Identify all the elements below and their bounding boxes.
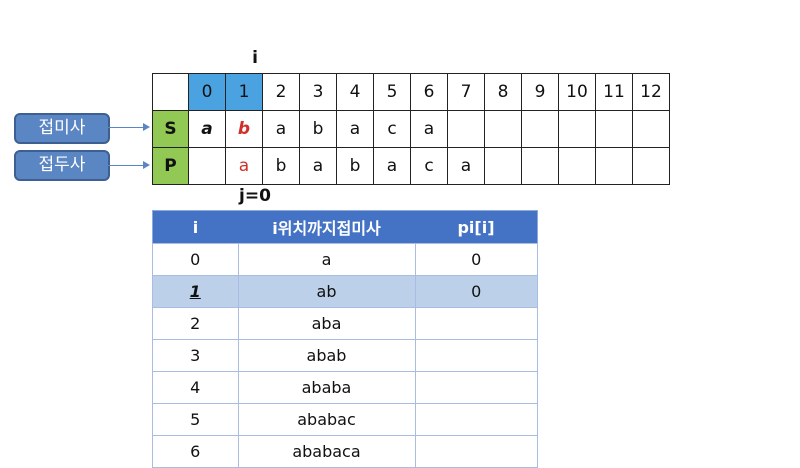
char-cell xyxy=(595,147,633,185)
index-cell: 1 xyxy=(152,275,239,308)
index-cell: 10 xyxy=(558,73,596,111)
char-cell xyxy=(558,110,596,148)
char-cell: a xyxy=(188,110,226,148)
index-cell: 1 xyxy=(225,73,263,111)
pi-cell xyxy=(414,435,538,468)
row-key-s: S xyxy=(152,110,189,148)
index-cell: 2 xyxy=(152,307,239,340)
suffix-arrow xyxy=(108,123,150,131)
pi-cell xyxy=(414,339,538,372)
index-cell: 12 xyxy=(632,73,670,111)
index-cell: 0 xyxy=(152,243,239,276)
suffix-cell: ababa xyxy=(237,371,416,404)
suffix-cell: aba xyxy=(237,307,416,340)
index-cell: 6 xyxy=(410,73,448,111)
char-cell xyxy=(632,147,670,185)
char-cell xyxy=(521,147,559,185)
index-cell: 4 xyxy=(152,371,239,404)
pi-cell: 0 xyxy=(414,243,538,276)
suffix-cell: a xyxy=(237,243,416,276)
col-header-i: i xyxy=(152,210,238,244)
index-cell: 5 xyxy=(373,73,411,111)
char-cell: b xyxy=(336,147,374,185)
char-cell: c xyxy=(373,110,411,148)
index-cell: 11 xyxy=(595,73,633,111)
table-row: 1 ab 0 xyxy=(152,275,538,308)
index-cell: 0 xyxy=(188,73,226,111)
suffix-cell: ab xyxy=(237,275,416,308)
table-row: 2 aba xyxy=(152,307,538,340)
char-cell xyxy=(595,110,633,148)
corner-cell xyxy=(152,73,189,111)
char-cell: a xyxy=(336,110,374,148)
col-header-suffix: i위치까지접미사 xyxy=(238,210,415,244)
char-cell: a xyxy=(299,147,337,185)
table-row: 4 ababa xyxy=(152,371,538,404)
suffix-cell: abab xyxy=(237,339,416,372)
i-pointer-label: i xyxy=(252,48,258,68)
prefix-box: 접두사 xyxy=(14,150,110,181)
char-cell xyxy=(484,110,522,148)
table-row: 3 abab xyxy=(152,339,538,372)
index-cell: 8 xyxy=(484,73,522,111)
index-cell: 3 xyxy=(299,73,337,111)
index-cell: 5 xyxy=(152,403,239,436)
pi-cell xyxy=(414,307,538,340)
char-cell: a xyxy=(225,147,263,185)
suffix-cell: ababac xyxy=(237,403,416,436)
char-cell: b xyxy=(225,110,263,148)
col-header-pi: pi[i] xyxy=(415,210,538,244)
suffix-box: 접미사 xyxy=(14,113,110,144)
char-cell: b xyxy=(262,147,300,185)
char-cell xyxy=(521,110,559,148)
char-cell: c xyxy=(410,147,448,185)
char-cell xyxy=(632,110,670,148)
char-cell: a xyxy=(262,110,300,148)
index-cell: 7 xyxy=(447,73,485,111)
char-cell xyxy=(558,147,596,185)
pi-cell xyxy=(414,403,538,436)
index-cell: 9 xyxy=(521,73,559,111)
pi-cell xyxy=(414,371,538,404)
prefix-arrow xyxy=(108,161,150,169)
char-cell xyxy=(188,147,226,185)
index-cell: 6 xyxy=(152,435,239,468)
char-cell: a xyxy=(373,147,411,185)
index-cell: 4 xyxy=(336,73,374,111)
pi-table: i i위치까지접미사 pi[i] 0 a 0 1 ab 0 2 aba 3 abab 4 ababa 5… xyxy=(152,210,538,468)
char-cell xyxy=(447,110,485,148)
index-cell: 2 xyxy=(262,73,300,111)
pi-cell: 0 xyxy=(414,275,538,308)
table-row: 6 ababaca xyxy=(152,435,538,468)
row-key-p: P xyxy=(152,147,189,185)
j-pointer-label: j=0 xyxy=(239,186,271,206)
char-cell: a xyxy=(447,147,485,185)
table-row: 5 ababac xyxy=(152,403,538,436)
char-cell xyxy=(484,147,522,185)
suffix-cell: ababaca xyxy=(237,435,416,468)
char-cell: a xyxy=(410,110,448,148)
index-cell: 3 xyxy=(152,339,239,372)
char-cell: b xyxy=(299,110,337,148)
